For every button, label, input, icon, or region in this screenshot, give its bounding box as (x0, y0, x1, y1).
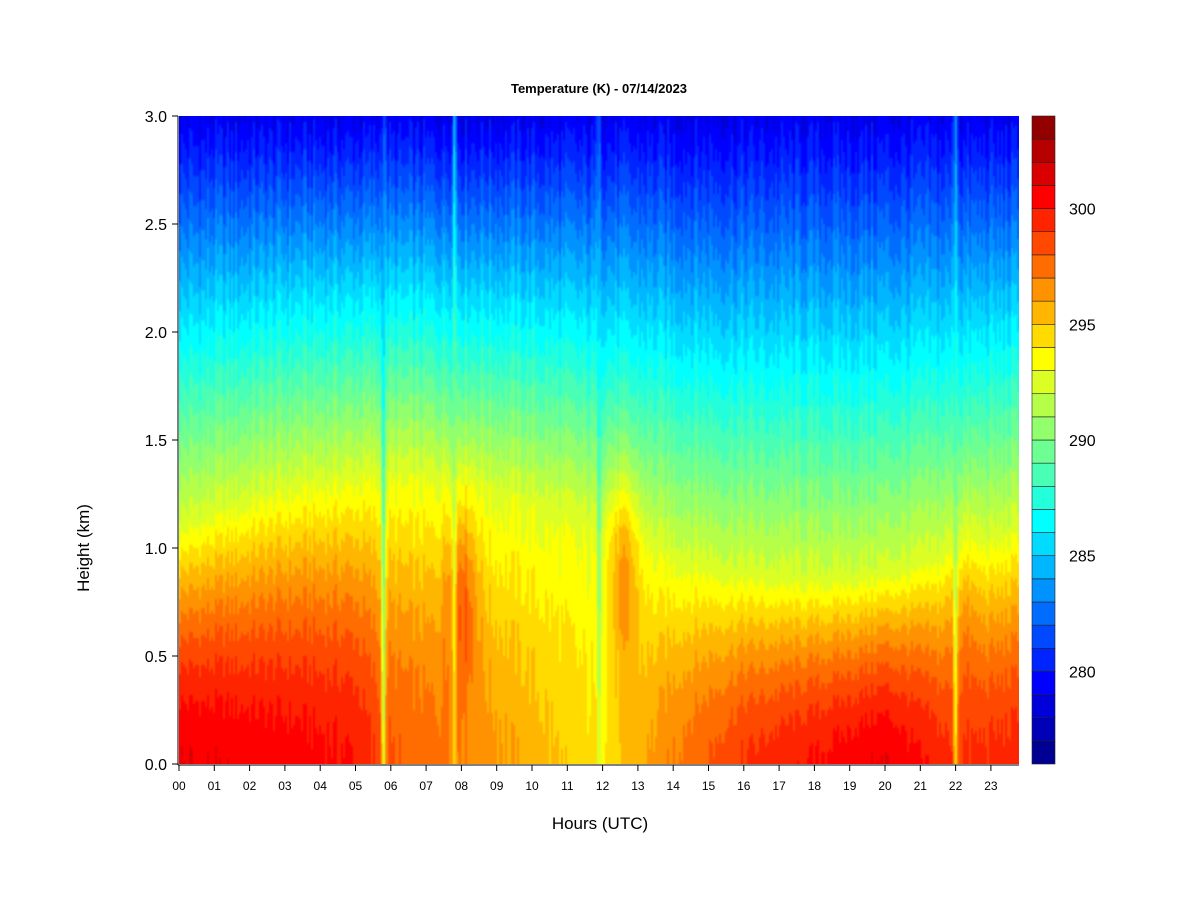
x-tick-label: 22 (949, 779, 963, 793)
colorbar-level (1031, 717, 1056, 742)
colorbar-level (1031, 416, 1056, 441)
x-tick-label: 07 (419, 779, 433, 793)
colorbar-level (1031, 601, 1056, 626)
x-tick-label: 11 (561, 779, 574, 793)
colorbar-level (1031, 624, 1056, 649)
colorbar-level (1031, 532, 1056, 557)
y-tick-label: 0.5 (145, 649, 167, 666)
y-tick-label: 2.0 (145, 325, 167, 342)
colorbar-level (1031, 740, 1056, 765)
y-tick-label: 2.5 (145, 217, 167, 234)
y-tick-label: 1.5 (145, 433, 167, 450)
x-axis-label: Hours (UTC) (552, 814, 648, 833)
colorbar (1031, 115, 1056, 765)
colorbar-ticks: 280 285 290 295 300 (1069, 202, 1096, 682)
colorbar-level (1031, 138, 1056, 163)
colorbar-level (1031, 185, 1056, 209)
plot-area (179, 116, 1019, 764)
colorbar-level (1031, 647, 1056, 672)
x-tick-label: 01 (208, 779, 222, 793)
colorbar-level (1031, 509, 1056, 533)
x-tick-label: 09 (490, 779, 504, 793)
y-tick-label: 1.0 (145, 541, 167, 558)
colorbar-tick-label: 295 (1069, 317, 1096, 334)
y-axis-label: Height (km) (74, 504, 93, 592)
x-tick-label: 06 (384, 779, 398, 793)
colorbar-level (1031, 485, 1056, 510)
colorbar-level (1031, 671, 1056, 695)
x-tick-label: 14 (667, 779, 681, 793)
colorbar-tick-label: 285 (1069, 549, 1096, 566)
x-tick-label: 00 (172, 779, 186, 793)
colorbar-level (1031, 231, 1056, 256)
x-tick-label: 13 (631, 779, 645, 793)
x-tick-label: 03 (278, 779, 292, 793)
colorbar-level (1031, 393, 1056, 418)
y-tick-label: 0.0 (145, 757, 167, 774)
x-tick-label: 05 (349, 779, 363, 793)
x-tick-label: 17 (772, 779, 786, 793)
x-tick-label: 15 (702, 779, 716, 793)
colorbar-level (1031, 578, 1056, 603)
x-tick-label: 21 (914, 779, 928, 793)
colorbar-level (1031, 161, 1056, 186)
x-tick-label: 18 (808, 779, 822, 793)
x-tick-label: 12 (596, 779, 610, 793)
y-tick-label: 3.0 (145, 109, 167, 126)
y-axis-ticks: 0.0 0.5 1.0 1.5 2.0 2.5 3.0 (145, 109, 178, 774)
colorbar-level (1031, 462, 1056, 487)
x-tick-label: 04 (314, 779, 328, 793)
x-tick-label: 08 (455, 779, 469, 793)
x-axis-ticks: 00 01 02 03 04 05 06 07 08 09 10 11 12 13 14 15 16 17 18 19… (172, 765, 998, 793)
colorbar-level (1031, 323, 1056, 348)
colorbar-level (1031, 115, 1056, 140)
x-tick-label: 23 (984, 779, 998, 793)
chart-title: Temperature (K) - 07/14/2023 (511, 81, 687, 96)
x-tick-label: 20 (878, 779, 892, 793)
colorbar-tick-label: 280 (1069, 664, 1096, 681)
colorbar-level (1031, 254, 1056, 279)
colorbar-level (1031, 370, 1056, 395)
colorbar-level (1031, 694, 1056, 719)
colorbar-level (1031, 439, 1056, 464)
colorbar-level (1031, 555, 1056, 580)
colorbar-level (1031, 347, 1056, 371)
x-tick-label: 10 (525, 779, 539, 793)
colorbar-tick-label: 290 (1069, 433, 1096, 450)
x-tick-label: 19 (843, 779, 857, 793)
x-tick-label: 16 (737, 779, 751, 793)
x-tick-label: 02 (243, 779, 257, 793)
heatmap-image (179, 116, 1019, 764)
colorbar-level (1031, 208, 1056, 233)
colorbar-tick-label: 300 (1069, 202, 1096, 219)
colorbar-level (1031, 277, 1056, 302)
colorbar-level (1031, 300, 1056, 325)
